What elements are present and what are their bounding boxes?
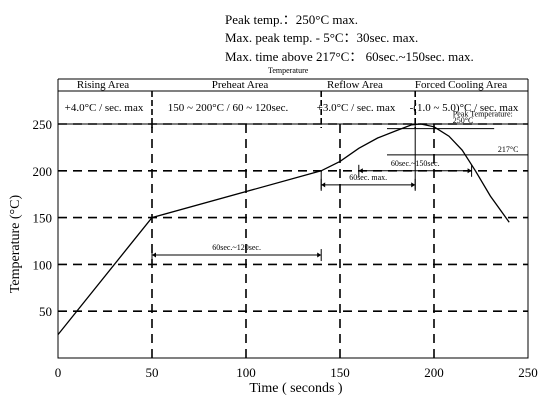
dimension-arrow-head (467, 168, 472, 174)
dimension-arrow-head (321, 182, 326, 188)
zone-table: Temperature Rising Area Preheat Area Ref… (57, 66, 529, 124)
x-tick-label: 200 (424, 365, 444, 380)
dimension-arrow-head (411, 182, 416, 188)
plot-area: 0 50 100 150 200 250 50 100 150 200 250 60sec.~120s… (33, 110, 538, 380)
header-line: Max. peak temp. - 5°C：30sec. max. (225, 30, 418, 45)
zone-name-reflow: Reflow Area (327, 79, 383, 91)
x-tick-label: 250 (518, 365, 538, 380)
header-line: Peak temp.：250°C max. (225, 12, 358, 27)
x-tick-label: 0 (55, 365, 62, 380)
zone-name-forced-cooling: Forced Cooling Area (415, 79, 507, 91)
annotation-label: 217°C (498, 145, 519, 154)
y-tick-label: 250 (33, 117, 53, 132)
zone-condition-preheat: 150 ~ 200°C / 60 ~ 120sec. (168, 102, 289, 114)
annotation-label: Peak Temperature: (453, 110, 513, 119)
y-tick-label: 100 (33, 257, 53, 272)
dimension-arrow-head (152, 252, 156, 258)
y-tick-label: 50 (39, 304, 52, 319)
y-tick-label: 200 (33, 164, 53, 179)
dimension-arrow-head (317, 252, 322, 258)
zone-name-preheat: Preheat Area (212, 79, 269, 91)
y-tick-label: 150 (33, 211, 53, 226)
dimension-label: 60sec.~120sec. (212, 243, 261, 252)
x-tick-label: 100 (236, 365, 256, 380)
header-line: Max. time above 217°C： 60sec.~150sec. ma… (225, 49, 474, 64)
x-tick-label: 50 (146, 365, 159, 380)
chart-title: Temperature (268, 66, 309, 75)
dimension-label: 60sec. max. (349, 173, 387, 182)
x-tick-label: 150 (330, 365, 350, 380)
zone-condition-rising: +4.0°C / sec. max (65, 102, 144, 114)
profile-curve (57, 123, 510, 336)
dimension-arrow-head (358, 168, 363, 174)
zone-condition-reflow: +3.0°C / sec. max (317, 102, 396, 114)
y-axis-label: Temperature (°C) (8, 195, 23, 294)
annotation-label: 250°C (453, 116, 474, 125)
zone-condition-forced-cooling: -(1.0 ~ 5.0)°C / sec. max (410, 102, 519, 114)
zone-name-rising: Rising Area (77, 79, 129, 91)
plot-frame (57, 123, 529, 359)
x-axis-label: Time ( seconds ) (249, 381, 343, 396)
